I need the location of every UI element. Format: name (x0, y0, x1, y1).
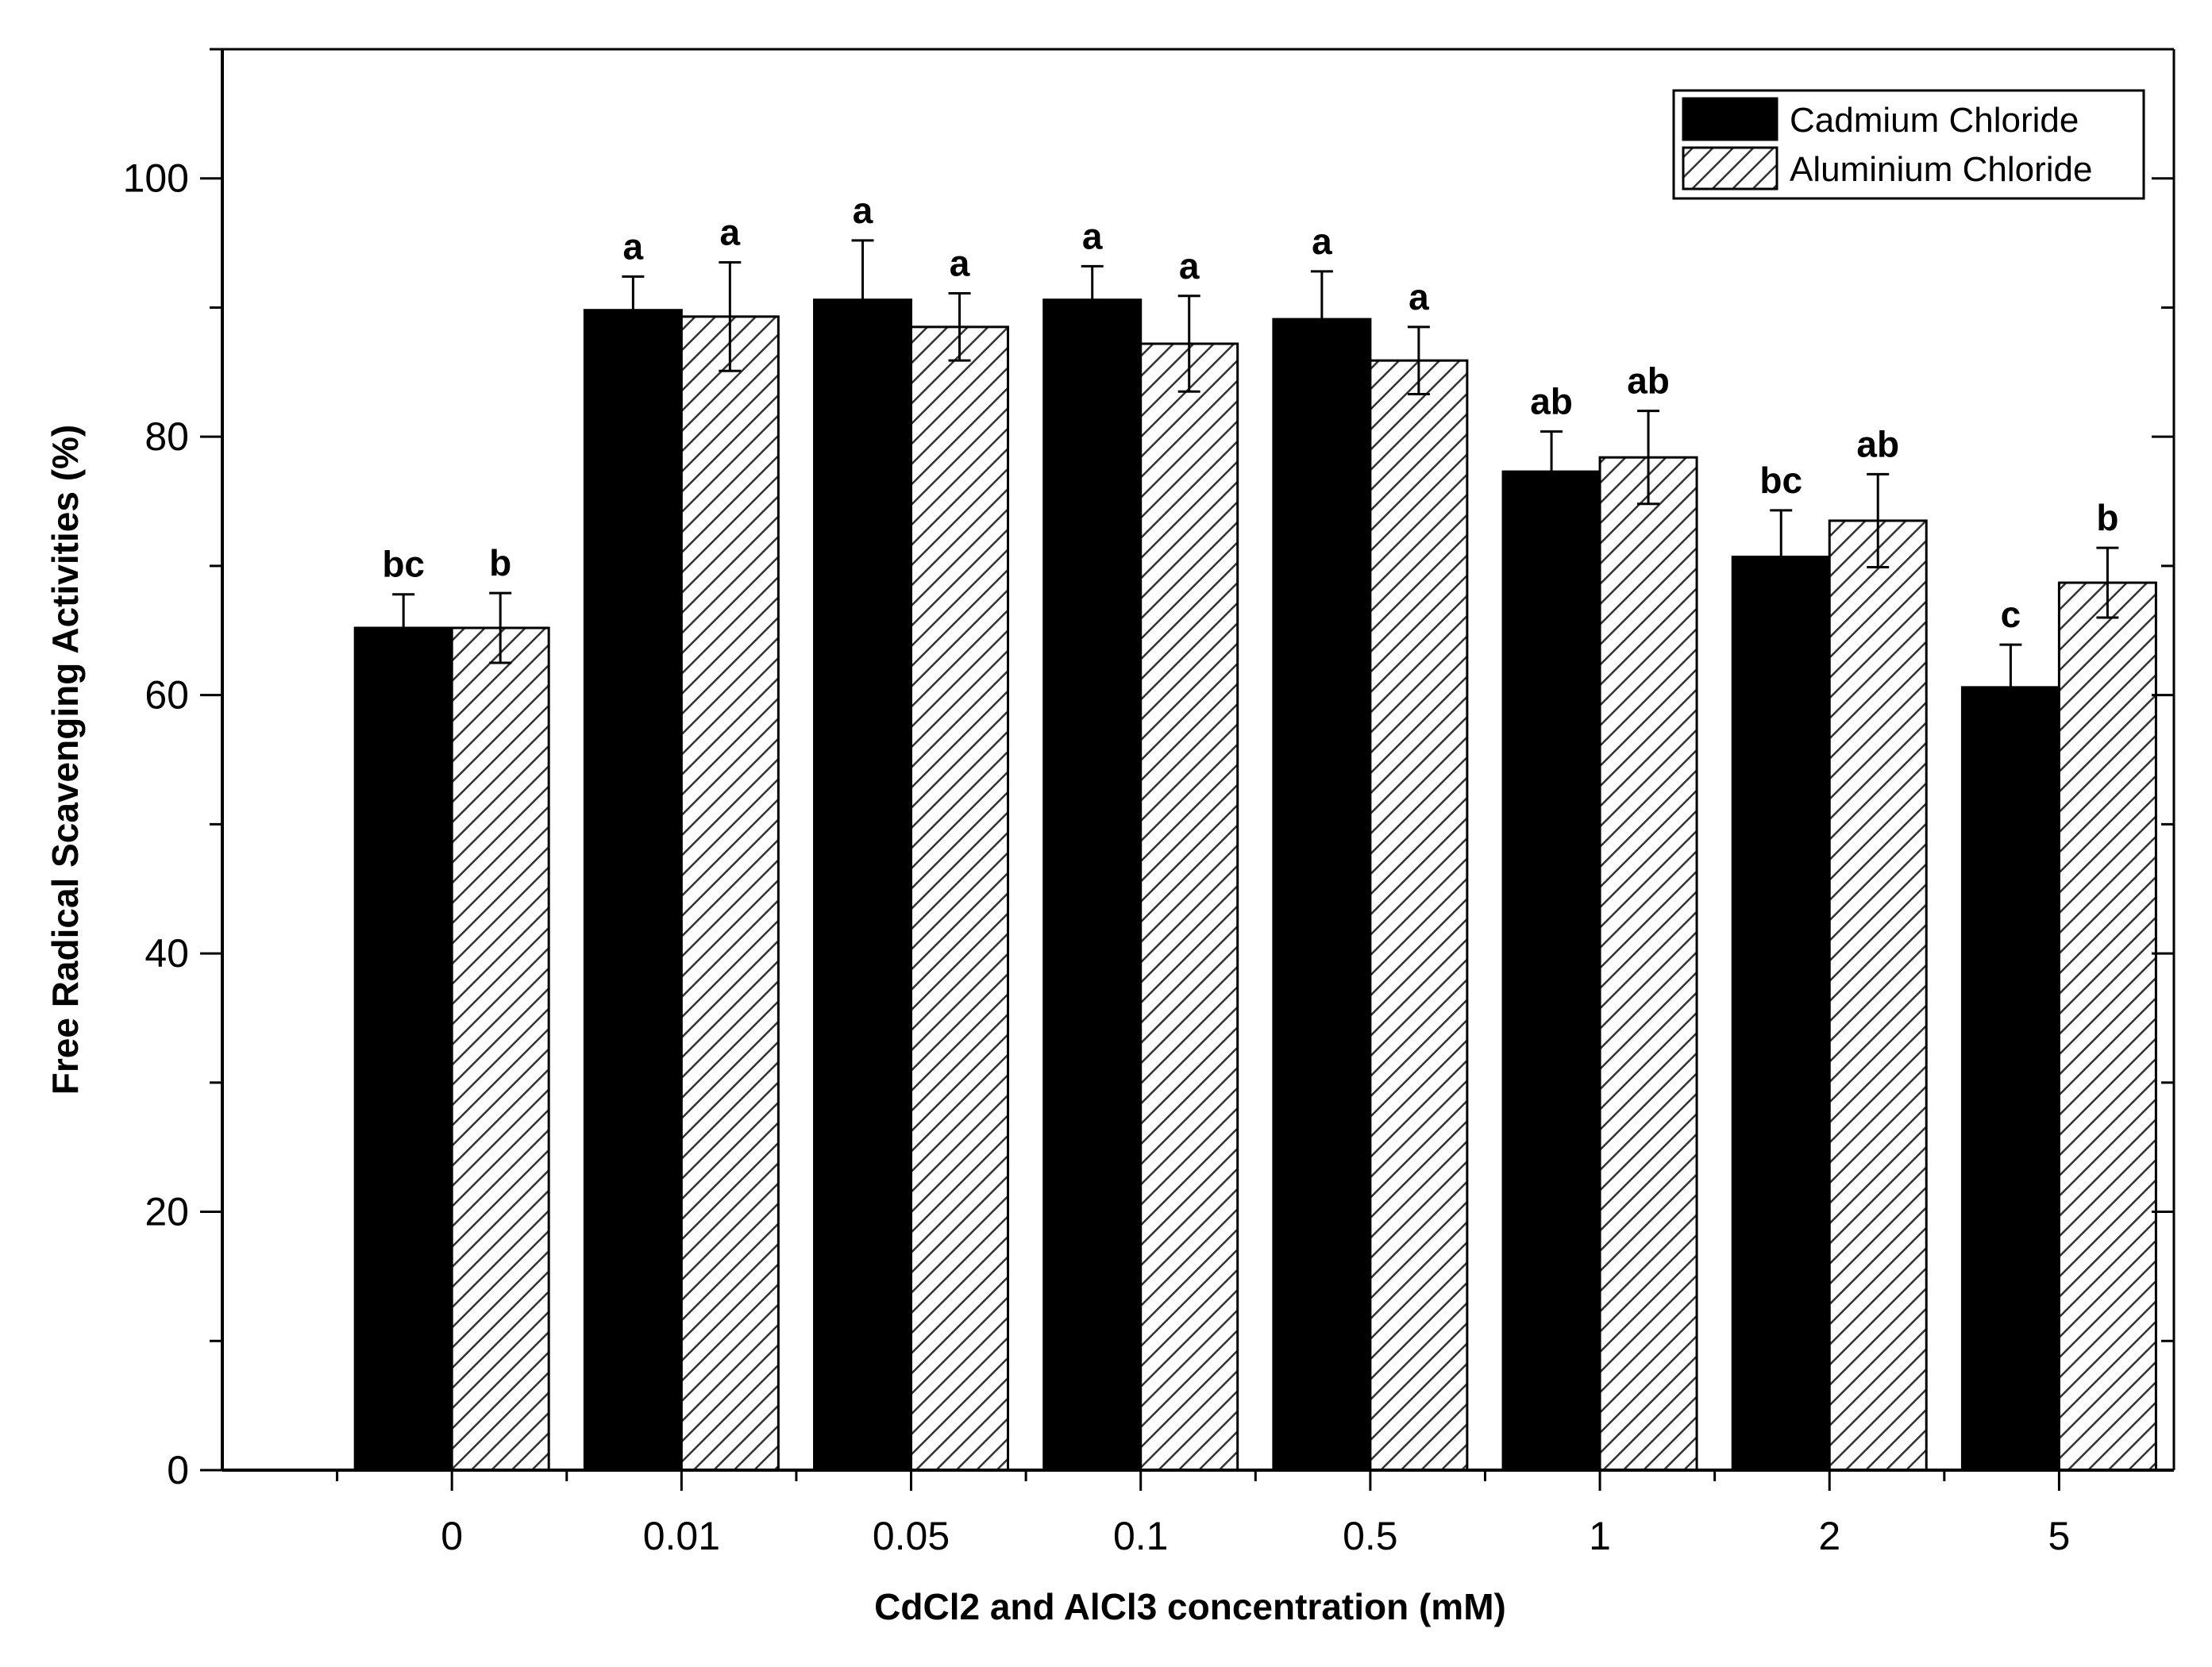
significance-label: a (1179, 245, 1200, 287)
x-tick-label: 5 (2048, 1514, 2071, 1558)
significance-label: a (720, 212, 741, 253)
x-tick-label: 0.01 (643, 1514, 720, 1558)
bar-cadmium (1731, 556, 1831, 1472)
significance-label: a (1082, 215, 1103, 256)
bar-cadmium (1272, 318, 1372, 1472)
bar-aluminium (1139, 342, 1239, 1472)
significance-label: b (2096, 497, 2118, 538)
bar-cadmium (353, 626, 453, 1472)
bar-aluminium (450, 626, 550, 1472)
y-tick-label: 40 (145, 931, 189, 976)
significance-label: ab (1627, 360, 1670, 402)
significance-label: a (623, 225, 644, 267)
bar-cadmium (1960, 686, 2060, 1472)
x-tick-label: 0.5 (1343, 1514, 1398, 1558)
x-tick-label: 0.05 (873, 1514, 950, 1558)
legend-swatch-cadmium (1682, 97, 1778, 141)
x-tick-label: 0 (441, 1514, 463, 1558)
significance-label: a (853, 190, 873, 231)
significance-label: ab (1856, 423, 1899, 464)
legend-label-cadmium: Cadmium Chloride (1790, 101, 2079, 140)
y-tick-label: 60 (145, 673, 189, 718)
bar-aluminium (1369, 359, 1469, 1472)
bar-aluminium (1598, 456, 1698, 1472)
significance-label: a (1312, 221, 1332, 262)
y-tick-label: 0 (167, 1448, 189, 1492)
significance-label: b (489, 542, 511, 583)
y-tick-label: 80 (145, 414, 189, 459)
y-axis-title: Free Radical Scavenging Activities (%) (44, 425, 86, 1095)
bar-aluminium (2057, 581, 2157, 1472)
x-axis-title: CdCl2 and AlCl3 concentration (mM) (874, 1586, 1506, 1627)
bar-cadmium (583, 309, 683, 1472)
significance-label: bc (382, 544, 425, 585)
bar-aluminium (1828, 519, 1928, 1472)
x-tick-label: 0.1 (1113, 1514, 1169, 1558)
bar-cadmium (1042, 298, 1143, 1472)
x-tick-label: 2 (1818, 1514, 1840, 1558)
legend: Cadmium Chloride Aluminium Chloride (1672, 89, 2145, 200)
significance-label: a (1409, 276, 1429, 318)
legend-label-aluminium: Aluminium Chloride (1790, 150, 2092, 189)
significance-label: c (2001, 594, 2021, 635)
y-tick-label: 100 (123, 156, 189, 201)
bar-aluminium (910, 325, 1010, 1472)
bar-aluminium (680, 315, 780, 1472)
significance-label: bc (1759, 460, 1802, 501)
bar-cadmium (813, 298, 913, 1472)
x-tick-label: 1 (1589, 1514, 1611, 1558)
y-tick-label: 20 (145, 1190, 189, 1234)
significance-label: ab (1530, 381, 1573, 422)
legend-swatch-aluminium (1682, 146, 1778, 191)
significance-label: a (950, 243, 970, 284)
bar-cadmium (1501, 470, 1601, 1472)
